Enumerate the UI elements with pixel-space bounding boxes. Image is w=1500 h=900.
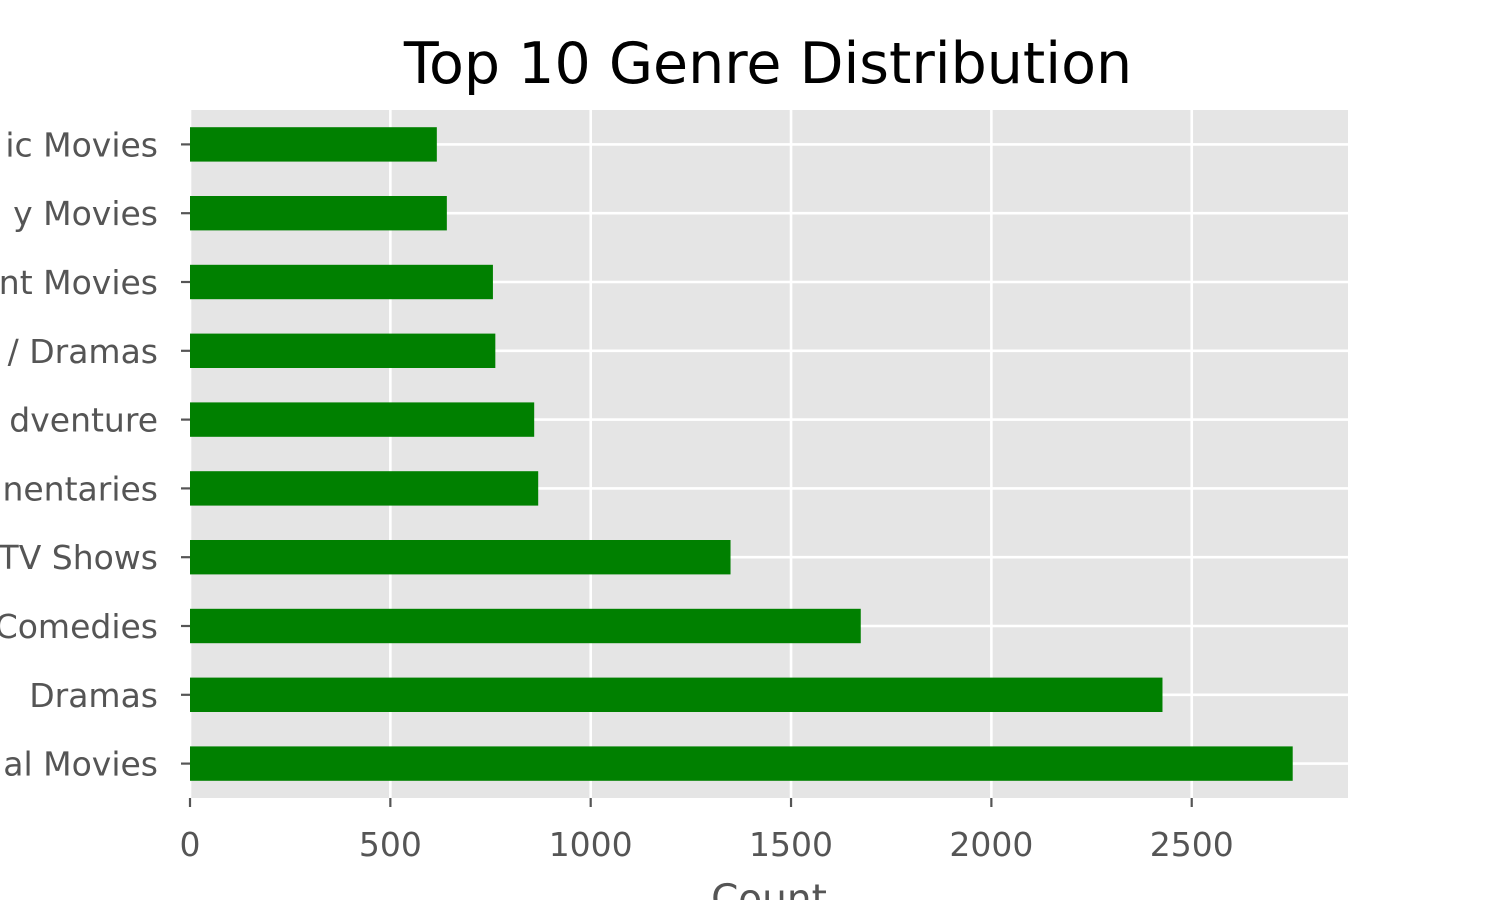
y-tick-label: dventure	[9, 401, 158, 440]
y-tick-label: / Dramas	[8, 332, 158, 371]
y-tick-label: TV Shows	[0, 538, 158, 577]
bar	[190, 127, 437, 162]
bar	[190, 746, 1293, 781]
y-tick-label: y Movies	[13, 194, 158, 233]
bar	[190, 333, 496, 368]
y-tick-label: nt Movies	[0, 263, 158, 302]
y-tick-label: al Movies	[3, 745, 158, 784]
bar	[190, 540, 731, 575]
x-tick-label: 1000	[549, 825, 633, 864]
y-tick-label: nentaries	[2, 469, 158, 508]
x-tick-label: 0	[180, 825, 201, 864]
bar	[190, 196, 447, 231]
bar	[190, 402, 535, 437]
bar	[190, 677, 1163, 712]
bar	[190, 471, 539, 506]
x-axis: 0 500 1000 1500 2000 2500	[180, 798, 1234, 864]
chart-title: Top 10 Genre Distribution	[403, 31, 1132, 97]
y-tick-label: ic Movies	[5, 125, 158, 164]
bar	[190, 264, 493, 300]
y-tick-label: Dramas	[29, 676, 158, 715]
x-tick-label: 1500	[749, 825, 833, 864]
bar	[190, 608, 861, 644]
y-tick-label: Comedies	[0, 607, 158, 646]
x-axis-label: Count	[711, 877, 827, 900]
x-tick-label: 2000	[949, 825, 1033, 864]
bars-layer	[190, 127, 1293, 781]
x-tick-label: 2500	[1150, 825, 1234, 864]
x-tick-label: 500	[359, 825, 422, 864]
y-axis: al Movies Dramas Comedies TV Shows nentaries…	[0, 125, 190, 784]
